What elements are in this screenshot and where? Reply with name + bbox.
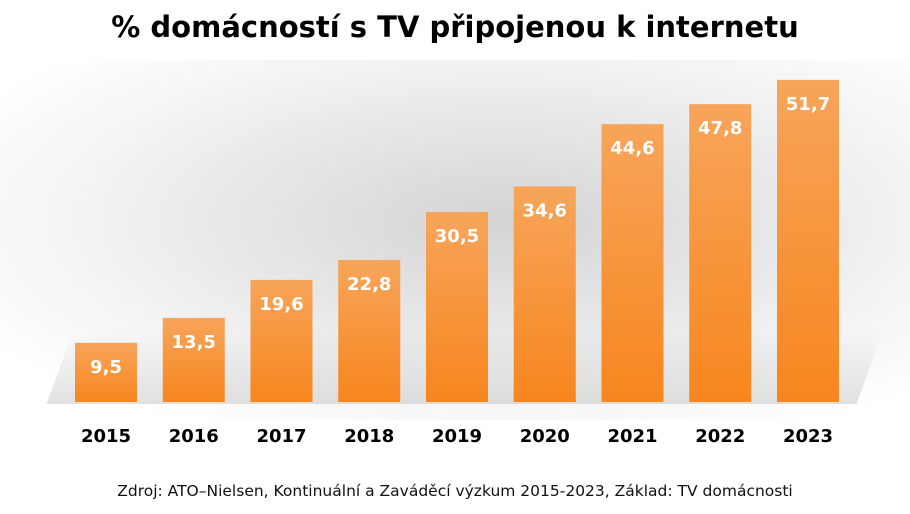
bar-2023 <box>777 79 839 402</box>
data-label-2019: 30,5 <box>435 226 479 247</box>
bar-2016 <box>162 317 225 402</box>
x-tick-label-2015: 2015 <box>81 426 131 447</box>
data-label-2017: 19,6 <box>259 294 303 315</box>
bar-2020 <box>513 186 576 402</box>
chart-title: % domácností s TV připojenou k internetu <box>111 10 799 44</box>
x-tick-label-2021: 2021 <box>607 426 657 447</box>
bar-2018 <box>338 259 401 402</box>
x-tick-label-2020: 2020 <box>520 426 570 447</box>
bar-2017 <box>250 279 313 402</box>
bar-2021 <box>601 124 664 402</box>
x-tick-label-2019: 2019 <box>432 426 482 447</box>
bar-2019 <box>426 211 488 402</box>
bar-2022 <box>689 104 752 403</box>
x-tick-label-2016: 2016 <box>169 426 219 447</box>
bars-group: 9,5 2015 13,5 2016 19,6 2017 22,8 2018 30,5 2019 3… <box>75 79 839 447</box>
data-label-2015: 9,5 <box>90 357 122 378</box>
data-label-2016: 13,5 <box>172 332 216 353</box>
data-label-2022: 47,8 <box>698 118 742 139</box>
x-tick-label-2018: 2018 <box>344 426 394 447</box>
x-tick-label-2017: 2017 <box>256 426 306 447</box>
x-tick-label-2022: 2022 <box>695 426 745 447</box>
x-tick-label-2023: 2023 <box>783 426 833 447</box>
data-label-2020: 34,6 <box>523 200 567 221</box>
source-note: Zdroj: ATO–Nielsen, Kontinuální a Zavádě… <box>117 482 793 500</box>
data-label-2018: 22,8 <box>347 274 391 295</box>
data-label-2021: 44,6 <box>610 138 654 159</box>
data-label-2023: 51,7 <box>786 94 830 115</box>
bar-2015 <box>75 342 137 402</box>
